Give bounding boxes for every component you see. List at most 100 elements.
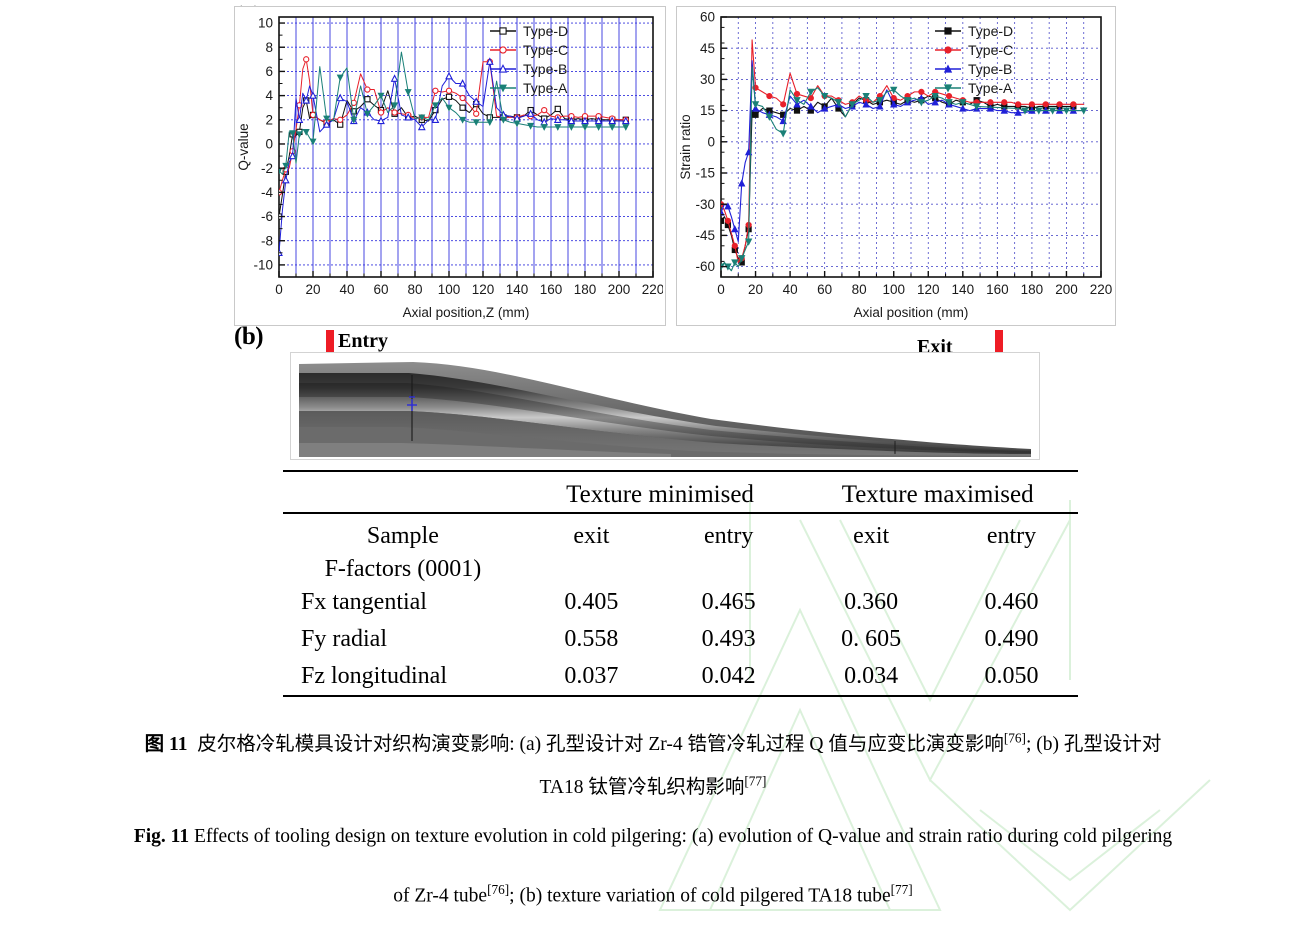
svg-text:8: 8 (265, 40, 273, 55)
caption-cn-text2: TA18 钛管冷轧织构影响 (539, 777, 745, 798)
svg-text:-45: -45 (695, 228, 715, 243)
svg-text:-60: -60 (695, 259, 715, 274)
cell-min-exit: 0.405 (564, 589, 619, 615)
svg-text:-8: -8 (261, 233, 273, 248)
cell-max-exit: 0.034 (844, 663, 899, 689)
caption-cn-tail: ; (b) 孔型设计对 (1025, 734, 1162, 755)
column-header-sample: Sample (366, 522, 439, 549)
svg-text:-4: -4 (261, 185, 273, 200)
svg-text:10: 10 (258, 16, 273, 31)
column-header-max-entry: entry (986, 522, 1037, 549)
cell-max-exit: 0. 605 (841, 626, 902, 652)
svg-text:180: 180 (574, 282, 597, 297)
caption-chinese-line1: 图 11 皮尔格冷轧模具设计对织构演变影响: (a) 孔型设计对 Zr-4 锆管… (0, 727, 1306, 756)
cell-max-exit: 0.360 (844, 589, 899, 615)
svg-text:-6: -6 (261, 209, 273, 224)
svg-text:80: 80 (407, 282, 422, 297)
f-factors-table: Texture minimised Texture maximised Samp… (283, 470, 1078, 701)
svg-text:Type-C: Type-C (968, 42, 1013, 58)
group-header-maximised: Texture maximised (841, 480, 1034, 508)
svg-text:-15: -15 (695, 166, 715, 181)
cell-min-exit: 0.558 (564, 626, 619, 652)
caption-en-ref-77: [77] (890, 882, 913, 897)
svg-text:120: 120 (917, 282, 940, 297)
cell-min-entry: 0.465 (701, 589, 756, 615)
cell-min-exit: 0.037 (564, 663, 619, 689)
svg-text:40: 40 (783, 282, 798, 297)
row-label: Fy radial (301, 626, 387, 652)
svg-text:Axial position,Z (mm): Axial position,Z (mm) (403, 305, 530, 320)
svg-text:60: 60 (373, 282, 388, 297)
svg-text:4: 4 (265, 88, 273, 103)
svg-text:Type-A: Type-A (523, 80, 568, 96)
table-row: Fx tangential 0.405 0.465 0.360 0.460 (283, 584, 1078, 621)
column-header-min-entry: entry (704, 522, 754, 549)
svg-text:6: 6 (265, 64, 273, 79)
svg-text:60: 60 (700, 10, 715, 25)
svg-text:200: 200 (1055, 282, 1078, 297)
svg-text:2: 2 (265, 112, 273, 127)
cell-min-entry: 0.493 (701, 626, 756, 652)
caption-en-ref-76: [76] (487, 882, 510, 897)
tube-render-panel (290, 352, 1040, 460)
svg-text:140: 140 (952, 282, 975, 297)
row-label: Fz longitudinal (301, 663, 447, 689)
pilgered-tube-image (299, 362, 1031, 457)
caption-cn-ref-76: [76] (1003, 730, 1026, 746)
row-label: Fx tangential (301, 589, 427, 615)
caption-en-text2a: of Zr-4 tube (393, 885, 488, 907)
caption-english-line2: of Zr-4 tube[76]; (b) texture variation … (0, 882, 1306, 908)
svg-text:Type-B: Type-B (523, 61, 567, 77)
table-corner-cell (283, 477, 523, 513)
svg-text:20: 20 (748, 282, 763, 297)
svg-text:100: 100 (882, 282, 905, 297)
svg-text:220: 220 (1090, 282, 1113, 297)
svg-text:160: 160 (540, 282, 563, 297)
svg-text:80: 80 (852, 282, 867, 297)
svg-text:0: 0 (717, 282, 725, 297)
table-row: Fz longitudinal 0.037 0.042 0.034 0.050 (283, 658, 1078, 696)
cell-min-entry: 0.042 (701, 663, 756, 689)
svg-text:15: 15 (700, 103, 715, 118)
panel-a-charts: 0 20 40 60 80 100 120 140 160 180 200 220 -10 -8 -6 -4-… (228, 4, 1116, 326)
entry-label: Entry (338, 330, 388, 352)
svg-text:0: 0 (275, 282, 283, 297)
caption-en-text: Effects of tooling design on texture evo… (193, 826, 1173, 847)
q-value-chart: 0 20 40 60 80 100 120 140 160 180 200 220 -10 -8 -6 -4-… (234, 6, 666, 326)
svg-text:60: 60 (817, 282, 832, 297)
svg-text:40: 40 (339, 282, 354, 297)
svg-text:Type-D: Type-D (523, 23, 568, 39)
svg-text:30: 30 (700, 72, 715, 87)
caption-cn-ref-77: [77] (744, 773, 767, 789)
svg-text:180: 180 (1021, 282, 1044, 297)
svg-text:Type-D: Type-D (968, 23, 1013, 39)
caption-chinese-line2: TA18 钛管冷轧织构影响[77] (0, 770, 1306, 799)
table-row: Fy radial 0.558 0.493 0. 605 0.490 (283, 621, 1078, 658)
svg-text:220: 220 (642, 282, 663, 297)
caption-cn-figure-number: 图 11 (144, 734, 188, 755)
svg-text:Strain ratio: Strain ratio (678, 114, 693, 179)
svg-text:Type-B: Type-B (968, 61, 1012, 77)
cell-max-entry: 0.490 (984, 626, 1039, 652)
caption-en-text2b: ; (b) texture variation of cold pilgered… (509, 885, 891, 907)
svg-text:100: 100 (438, 282, 461, 297)
section-label-f-factors: F-factors (0001) (324, 555, 482, 582)
svg-text:-30: -30 (695, 197, 715, 212)
svg-text:-10: -10 (253, 258, 273, 273)
column-header-min-exit: exit (573, 522, 610, 549)
cell-max-entry: 0.050 (984, 663, 1039, 689)
cell-max-entry: 0.460 (984, 589, 1039, 615)
column-header-max-exit: exit (853, 522, 890, 549)
caption-english-line1: Fig. 11 Effects of tooling design on tex… (0, 826, 1306, 848)
caption-cn-text: 皮尔格冷轧模具设计对织构演变影响: (a) 孔型设计对 Zr-4 锆管冷轧过程 … (197, 734, 1004, 755)
svg-text:Type-A: Type-A (968, 80, 1013, 96)
svg-text:Axial position (mm): Axial position (mm) (854, 305, 969, 320)
caption-en-figure-number: Fig. 11 (133, 826, 190, 847)
svg-text:0: 0 (707, 134, 715, 149)
cad-origin-marker (407, 396, 417, 411)
svg-text:140: 140 (506, 282, 529, 297)
svg-text:20: 20 (305, 282, 320, 297)
svg-text:Type-C: Type-C (523, 42, 568, 58)
svg-text:120: 120 (472, 282, 495, 297)
